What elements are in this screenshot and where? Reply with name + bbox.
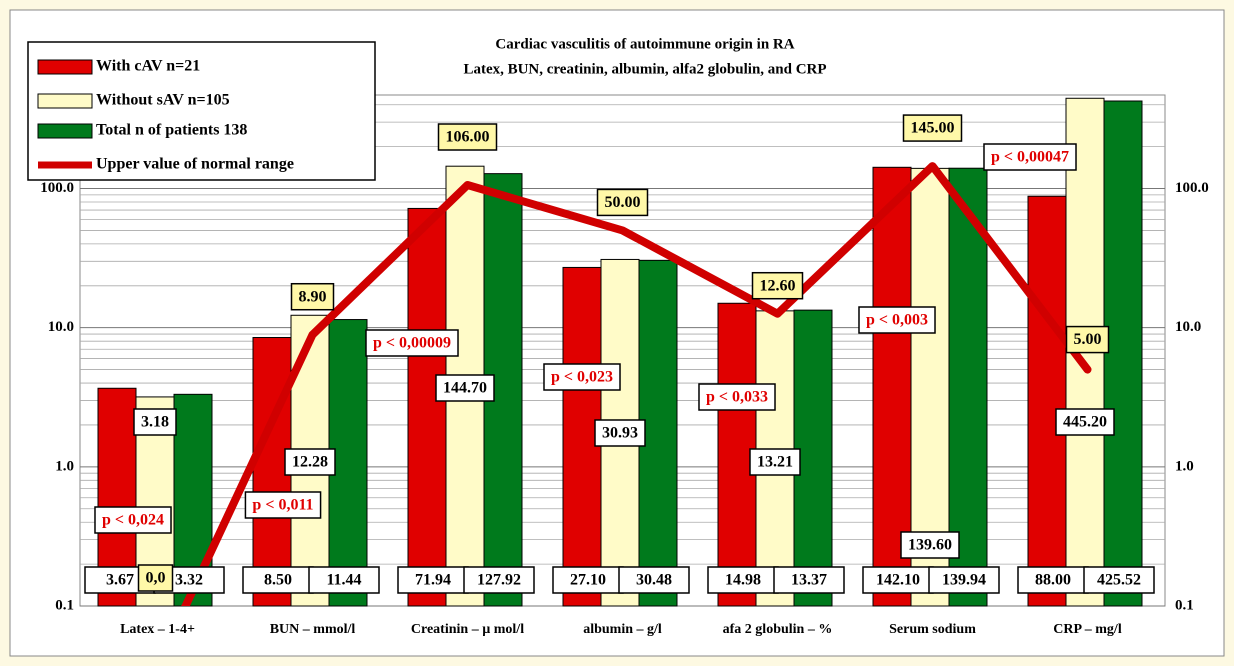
y-tick-label: 1.0 <box>55 458 74 474</box>
value-label: 30.48 <box>636 572 672 589</box>
line-value-label-box <box>751 271 804 300</box>
line-value-label: 0,0 <box>146 570 166 587</box>
value-label-box <box>1055 408 1115 436</box>
line-value-label-box <box>290 282 335 311</box>
value-label: 13.21 <box>757 454 793 471</box>
legend-label: Upper value of normal range <box>96 156 294 173</box>
line-value-label-box <box>902 114 963 142</box>
annotation: p < 0,00009 <box>373 335 451 352</box>
line-series <box>181 162 1092 606</box>
value-label-box <box>1083 566 1155 594</box>
annotation: p < 0,003 <box>866 312 928 329</box>
legend-swatch <box>37 59 93 75</box>
x-tick-label: afa 2 globulin – % <box>723 622 833 637</box>
line-value-label: 50.00 <box>605 194 641 211</box>
annotation-box <box>365 329 459 357</box>
legend-swatch <box>37 93 93 109</box>
x-tick-label: albumin – g/l <box>583 622 662 637</box>
value-label: 13.37 <box>791 572 827 589</box>
line-value-label: 8.90 <box>299 288 327 305</box>
x-tick-label: Creatinin – µ mol/l <box>411 622 524 637</box>
value-label: 11.44 <box>326 572 361 589</box>
value-label: 3.18 <box>141 414 169 431</box>
legend-label: Total n of patients 138 <box>96 122 247 139</box>
annotation: p < 0,00047 <box>991 149 1069 166</box>
chart-subtitle: Latex, BUN, creatinin, albumin, alfa2 gl… <box>463 61 826 77</box>
value-label-box <box>900 531 960 559</box>
chart-title: Cardiac vasculitis of autoimmune origin … <box>495 36 794 52</box>
y-tick-label: 100.0 <box>40 180 74 196</box>
value-label: 139.94 <box>942 572 986 589</box>
line-value-label-box <box>1065 325 1110 354</box>
annotation-box <box>94 506 172 534</box>
y2-tick-label: 100.0 <box>1175 180 1209 196</box>
annotation-box <box>983 143 1077 171</box>
annotation: p < 0,011 <box>252 497 313 514</box>
value-label-box <box>397 566 469 594</box>
value-label: 139.60 <box>908 537 952 554</box>
annotation: p < 0,033 <box>706 389 768 406</box>
value-label-box <box>463 566 535 594</box>
value-label-box <box>618 566 690 594</box>
bar <box>1103 100 1143 607</box>
value-label-box <box>133 408 177 436</box>
value-label: 3.32 <box>175 572 203 589</box>
value-label-box <box>308 566 380 594</box>
line-value-label-box <box>596 188 649 217</box>
value-label: 3.67 <box>106 572 134 589</box>
value-label: 127.92 <box>477 572 521 589</box>
annotation: p < 0,024 <box>102 512 164 529</box>
line-value-label: 106.00 <box>446 129 490 146</box>
annotation-box <box>858 306 936 334</box>
x-tick-label: BUN – mmol/l <box>270 622 356 637</box>
value-label: 8.50 <box>264 572 292 589</box>
line-value-label-box <box>137 564 174 592</box>
value-label: 71.94 <box>415 572 451 589</box>
legend-label: With cAV n=21 <box>96 58 200 75</box>
line-value-label-box <box>437 123 498 151</box>
annotation: p < 0,023 <box>551 369 613 386</box>
value-label: 88.00 <box>1035 572 1071 589</box>
annotation-box <box>543 363 621 391</box>
value-label: 30.93 <box>602 425 638 442</box>
value-label-box <box>749 448 801 476</box>
y2-tick-label: 1.0 <box>1175 458 1194 474</box>
value-label-box <box>284 448 336 476</box>
value-label: 12.28 <box>292 454 328 471</box>
x-tick-label: Latex – 1-4+ <box>120 622 195 637</box>
line-value-label: 145.00 <box>911 120 955 137</box>
value-label-box <box>773 566 845 594</box>
y-tick-label: 0.1 <box>55 597 74 613</box>
value-label-box <box>928 566 1000 594</box>
value-label: 425.52 <box>1097 572 1141 589</box>
y2-tick-label: 0.1 <box>1175 597 1194 613</box>
x-tick-label: CRP – mg/l <box>1053 622 1122 637</box>
value-label: 144.70 <box>443 380 487 397</box>
value-label-box <box>594 419 646 447</box>
value-label: 27.10 <box>570 572 606 589</box>
annotation-box <box>698 383 776 411</box>
line-value-label: 5.00 <box>1074 331 1102 348</box>
value-label: 14.98 <box>725 572 761 589</box>
x-tick-label: Serum sodium <box>889 622 976 637</box>
line-value-label: 12.60 <box>760 277 796 294</box>
value-label: 142.10 <box>876 572 920 589</box>
value-label: 445.20 <box>1063 414 1107 431</box>
legend-label: Without sAV n=105 <box>96 92 230 109</box>
annotation-box <box>244 491 322 519</box>
value-label-box <box>242 566 314 594</box>
value-label-box <box>435 374 495 402</box>
y2-tick-label: 10.0 <box>1175 319 1201 335</box>
legend-swatch <box>37 123 93 139</box>
bar <box>407 207 447 607</box>
y-tick-label: 10.0 <box>48 319 74 335</box>
value-label-box <box>862 566 934 594</box>
bar <box>1027 195 1067 607</box>
